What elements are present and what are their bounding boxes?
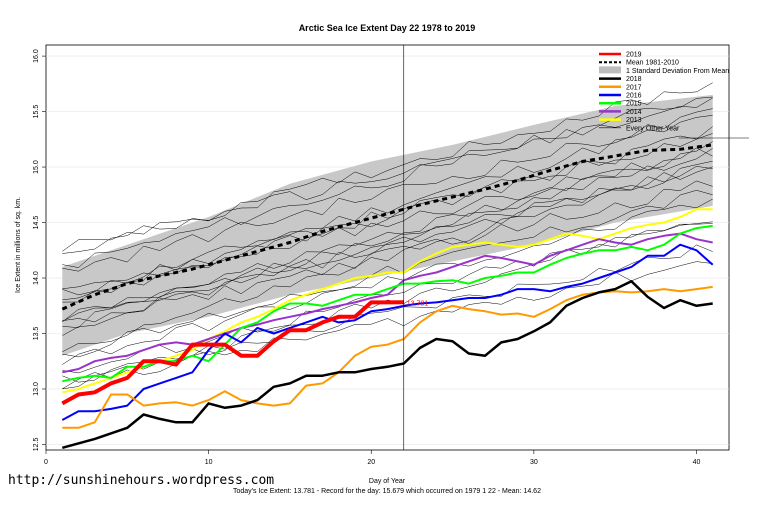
legend-label-2016: 2016 [626,93,642,100]
series-layer [61,143,714,450]
every-other-year-line-0 [62,115,713,301]
y-tick-label-5: 15.0 [33,160,40,174]
std-band [62,94,713,356]
legend-label-2017: 2017 [626,84,642,91]
every-other-year-line-18 [62,148,713,323]
every-other-year-line-8 [62,126,713,303]
every-other-year-line-10 [62,261,713,390]
legend-label-mean-1981-2010: Mean 1981-2010 [626,60,679,67]
y-tick-label-0: 12.5 [33,438,40,452]
every-other-year-line-19 [62,141,713,336]
x-tick-label-4: 40 [693,459,701,466]
legend-label-2018: 2018 [626,76,642,83]
y-tick-label-2: 13.5 [33,327,40,341]
y-axis-label: Ice Extent in millions of sq. km. [15,197,22,293]
every-other-year-line-2 [62,96,713,268]
series-line-2014 [62,232,713,374]
series-line-2016 [61,243,714,421]
footer-note: Today's Ice Extent: 13.781 - Record for … [233,488,541,495]
chart-title: Arctic Sea Ice Extent Day 22 1978 to 201… [299,23,476,33]
x-axis: 0 10 20 30 40 [44,450,700,466]
x-tick-label-1: 10 [205,459,213,466]
legend-label-every-other-year: Every Other Year [626,125,680,132]
every-other-year-line-1 [62,147,713,290]
every-other-year-line-13 [62,166,713,353]
x-tick-label-3: 30 [530,459,538,466]
legend-label-2014: 2014 [626,109,642,116]
every-other-year-line-16 [62,180,713,323]
plot-area: 13.781 [45,44,749,451]
every-other-year-line-4 [62,133,713,296]
y-tick-label-1: 13.0 [33,382,40,396]
y-tick-label-6: 15.5 [33,105,40,119]
plot-frame [45,44,730,451]
series-line-2013 [62,208,713,394]
y-tick-label-7: 16.0 [33,49,40,63]
current-value-label: 13.781 [407,300,429,307]
y-tick-label-4: 14.5 [33,216,40,230]
x-tick-label-0: 0 [44,459,48,466]
every-other-year-line-9 [62,166,713,328]
y-axis: 12.5 13.0 13.5 14.0 14.5 15.0 15.5 16.0 [33,49,46,451]
legend-swatch-1-standard-deviation-from-mean [599,66,621,74]
x-tick-label-2: 20 [367,459,375,466]
site-url: http://sunshinehours.wordpress.com [8,473,274,488]
series-line-2019 [61,300,404,406]
legend-label-2013: 2013 [626,117,642,124]
y-tick-label-3: 14.0 [33,271,40,285]
legend-label-2015: 2015 [626,101,642,108]
every-other-year-line-15 [62,190,713,358]
every-other-year-line-17 [62,97,713,252]
x-axis-label: Day of Year [369,478,406,485]
current-day-marker: 13.781 [403,45,749,450]
legend-label-1-standard-deviation-from-mean: 1 Standard Deviation From Mean [626,68,729,75]
every-other-year-line-7 [62,108,713,272]
legend-label-2019: 2019 [626,52,642,59]
series-line-2015 [62,224,713,383]
every-other-year-line-12 [62,198,713,365]
